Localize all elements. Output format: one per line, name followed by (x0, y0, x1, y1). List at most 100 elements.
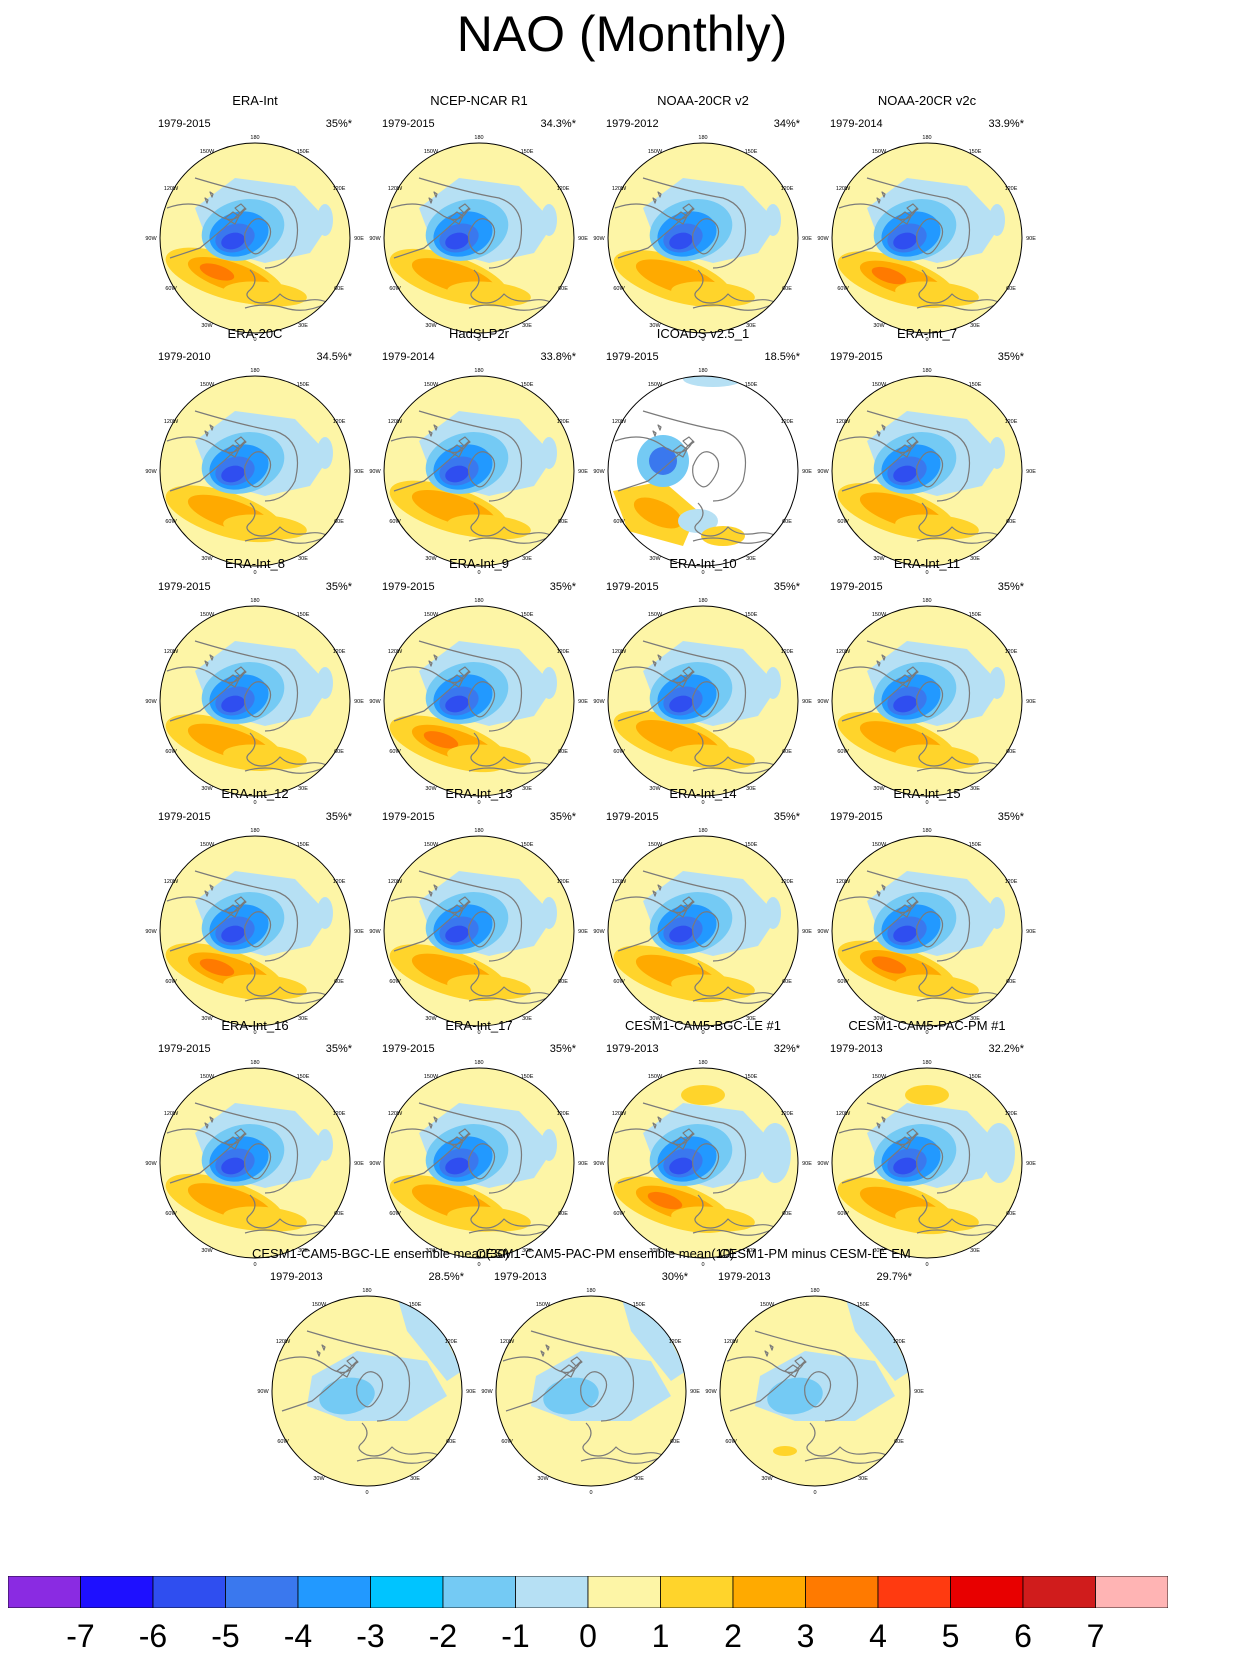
map-boundary (831, 835, 1023, 1027)
longitude-label: 180 (250, 828, 259, 834)
longitude-label: 30W (201, 786, 213, 792)
map-panel: 180 150W 150E 120W 120E 90W 90E 60W 60E 30W 30E 0 ER… (140, 786, 370, 1036)
polar-map: 180 150W 150E 120W 120E 90W 90E 60W 60E 30W 30E 0 (593, 828, 812, 1036)
longitude-label: 90E (578, 699, 588, 705)
longitude-label: 30W (425, 556, 437, 562)
polar-map: 180 150W 150E 120W 120E 90W 90E 60W 60E 30W 30E 0 (369, 368, 588, 576)
panel-years: 1979-2015 (158, 1043, 211, 1055)
longitude-label: 120W (164, 1111, 179, 1117)
panel-years: 1979-2010 (158, 351, 211, 363)
longitude-label: 0 (925, 1030, 928, 1036)
longitude-label: 60W (613, 286, 625, 292)
panel-title: HadSLP2r (449, 326, 509, 341)
longitude-label: 90W (145, 699, 157, 705)
longitude-label: 30W (649, 1248, 661, 1254)
longitude-label: 30E (522, 556, 532, 562)
colorbar-tick-label: -2 (428, 1618, 458, 1654)
nao-field (160, 836, 350, 1026)
nao-field (160, 376, 350, 566)
colorbar-tick-label: -5 (211, 1618, 240, 1654)
map-boundary (159, 375, 351, 567)
colorbar-swatch (1095, 1576, 1168, 1608)
nao-field (832, 836, 1022, 1026)
longitude-label: 0 (253, 337, 256, 343)
map-boundary (831, 605, 1023, 797)
map-panel: 180 150W 150E 120W 120E 90W 90E 60W 60E 30W 30E 0 ER… (588, 786, 818, 1036)
longitude-label: 30E (522, 1016, 532, 1022)
longitude-label: 90E (802, 699, 812, 705)
colorbar-swatch (225, 1576, 299, 1608)
colorbar-swatch (877, 1576, 951, 1608)
longitude-label: 30E (970, 1248, 980, 1254)
longitude-label: 0 (813, 1490, 816, 1496)
colorbar-swatch (660, 1576, 734, 1608)
longitude-label: 150E (521, 1074, 534, 1080)
panel-variance-percent: 34.5%* (316, 351, 352, 363)
longitude-label: 90W (369, 699, 381, 705)
longitude-label: 0 (477, 800, 480, 806)
longitude-label: 120W (276, 1339, 291, 1345)
longitude-label: 60E (1006, 286, 1016, 292)
longitude-label: 150W (424, 842, 439, 848)
longitude-label: 90W (817, 1161, 829, 1167)
panel-title: ERA-Int_12 (221, 786, 289, 801)
longitude-label: 0 (925, 800, 928, 806)
longitude-label: 150W (872, 149, 887, 155)
polar-map: 180 150W 150E 120W 120E 90W 90E 60W 60E 30W 30E 0 (593, 1060, 812, 1268)
map-panel: 180 150W 150E 120W 120E 90W 90E 60W 60E 30W 30E 0 CE… (812, 1018, 1042, 1268)
map-boundary (159, 1067, 351, 1259)
map-boundary (719, 1295, 911, 1487)
longitude-label: 120E (669, 1339, 682, 1345)
nao-field (384, 376, 574, 566)
panel-title: CESM1-PM minus CESM-LE EM (719, 1246, 911, 1261)
longitude-label: 60W (165, 519, 177, 525)
panel-variance-percent: 33.8%* (540, 351, 576, 363)
map-boundary (159, 605, 351, 797)
longitude-label: 60W (501, 1439, 513, 1445)
longitude-label: 120W (164, 186, 179, 192)
longitude-label: 30E (522, 1248, 532, 1254)
longitude-label: 180 (698, 368, 707, 374)
longitude-label: 60E (334, 979, 344, 985)
longitude-label: 120W (836, 419, 851, 425)
colorbar-tick-label: -6 (138, 1618, 168, 1654)
map-boundary (383, 142, 575, 334)
longitude-label: 90E (354, 1161, 364, 1167)
panel-title: ICOADS v2.5_1 (656, 326, 750, 341)
longitude-label: 30W (761, 1476, 773, 1482)
longitude-label: 120W (612, 419, 627, 425)
longitude-label: 120W (836, 1111, 851, 1117)
map-boundary (831, 375, 1023, 567)
longitude-label: 150W (872, 842, 887, 848)
nao-field (832, 1068, 1022, 1258)
map-boundary (607, 375, 799, 567)
longitude-label: 150E (297, 1074, 310, 1080)
longitude-label: 150W (200, 382, 215, 388)
longitude-label: 90E (802, 1161, 812, 1167)
nao-field (160, 606, 350, 796)
longitude-label: 120E (333, 186, 346, 192)
longitude-label: 90E (802, 929, 812, 935)
longitude-label: 90E (1026, 1161, 1036, 1167)
polar-map: 180 150W 150E 120W 120E 90W 90E 60W 60E 30W 30E 0 (145, 135, 364, 343)
colorbar-swatch (950, 1576, 1024, 1608)
longitude-label: 150W (200, 149, 215, 155)
longitude-label: 90W (481, 1389, 493, 1395)
longitude-label: 180 (698, 135, 707, 141)
map-boundary (495, 1295, 687, 1487)
nao-field (496, 1296, 686, 1486)
longitude-label: 30W (201, 323, 213, 329)
panel-title: ERA-20C (227, 326, 283, 341)
colorbar-tick-label: 4 (869, 1618, 887, 1654)
map-boundary (383, 375, 575, 567)
nao-field (832, 376, 1022, 566)
map-panel: 180 150W 150E 120W 120E 90W 90E 60W 60E 30W 30E 0 ER… (140, 326, 370, 576)
longitude-label: 30W (201, 1248, 213, 1254)
longitude-label: 120E (1005, 186, 1018, 192)
panel-title: ERA-Int_15 (893, 786, 961, 801)
longitude-label: 60W (389, 979, 401, 985)
longitude-label: 120W (836, 186, 851, 192)
nao-field (608, 1068, 798, 1258)
longitude-label: 60W (165, 749, 177, 755)
colorbar-tick-label: 2 (724, 1618, 742, 1654)
